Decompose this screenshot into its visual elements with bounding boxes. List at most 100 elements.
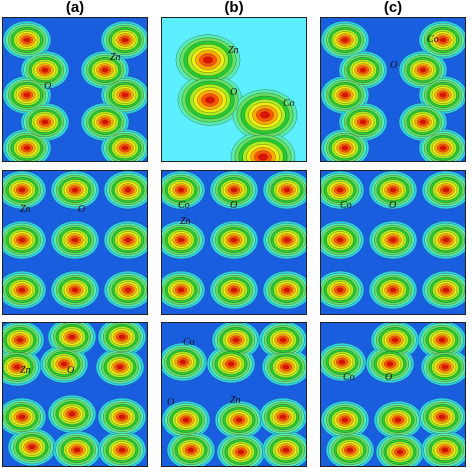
atom-label: Zn xyxy=(230,395,241,406)
contour-panel xyxy=(161,17,307,162)
contour xyxy=(118,334,126,340)
atom-label: Zn xyxy=(228,45,239,56)
contour xyxy=(394,417,402,423)
contour xyxy=(177,237,185,243)
contour xyxy=(116,364,124,370)
contour xyxy=(419,119,427,125)
contour xyxy=(235,417,243,423)
atom-label: O xyxy=(390,60,397,71)
contour xyxy=(23,92,31,98)
panel-border xyxy=(161,322,307,467)
contour xyxy=(177,187,185,193)
contour xyxy=(438,337,446,343)
contour xyxy=(336,237,344,243)
contour xyxy=(389,237,397,243)
contour xyxy=(230,237,238,243)
contour xyxy=(18,414,26,420)
contour xyxy=(118,447,126,453)
contour xyxy=(68,411,76,417)
contour xyxy=(71,187,79,193)
contour xyxy=(18,287,26,293)
contour xyxy=(279,414,287,420)
contour xyxy=(60,361,68,367)
contour xyxy=(18,237,26,243)
atom-label: O xyxy=(230,200,237,211)
contour xyxy=(442,187,450,193)
column-label: (c) xyxy=(384,0,402,16)
contour xyxy=(346,447,354,453)
contour xyxy=(441,447,449,453)
contour-panel xyxy=(2,17,148,162)
contour xyxy=(258,153,268,161)
contour xyxy=(441,364,449,370)
contour-panel xyxy=(161,170,307,315)
contour xyxy=(359,119,367,125)
contour xyxy=(359,67,367,73)
column-label: (b) xyxy=(224,0,243,16)
contour-panel xyxy=(2,322,148,467)
contour xyxy=(73,447,81,453)
contour-panel xyxy=(2,170,148,315)
panel-border xyxy=(2,17,148,162)
contour xyxy=(118,414,126,420)
contour xyxy=(101,119,109,125)
contour xyxy=(283,287,291,293)
contour xyxy=(121,92,129,98)
atom-label: Co xyxy=(427,34,439,45)
contour xyxy=(41,67,49,73)
atom-label: O xyxy=(44,81,51,92)
contour xyxy=(18,187,26,193)
contour xyxy=(23,145,31,151)
contour xyxy=(237,449,245,455)
contour xyxy=(338,359,346,365)
atom-label: Zn xyxy=(20,365,31,376)
contour xyxy=(28,444,36,450)
panel-border xyxy=(2,322,148,467)
contour xyxy=(279,337,287,343)
atom-label: O xyxy=(230,87,237,98)
contour xyxy=(260,111,270,119)
contour xyxy=(230,287,238,293)
contour xyxy=(389,287,397,293)
contour xyxy=(121,145,129,151)
panel-border xyxy=(320,170,466,315)
contour-panel xyxy=(161,322,307,467)
contour xyxy=(179,359,187,365)
atom-label: O xyxy=(385,372,392,383)
atom-label: O xyxy=(67,365,74,376)
contour xyxy=(187,447,195,453)
atom-label: O xyxy=(167,397,174,408)
contour xyxy=(341,417,349,423)
contour xyxy=(71,237,79,243)
contour xyxy=(442,237,450,243)
contour xyxy=(16,337,24,343)
contour xyxy=(121,37,129,43)
contour xyxy=(124,237,132,243)
contour xyxy=(386,361,394,367)
atom-label: Co xyxy=(283,98,295,109)
contour xyxy=(439,92,447,98)
contour xyxy=(227,361,235,367)
panel-border xyxy=(2,170,148,315)
contour xyxy=(41,119,49,125)
contour xyxy=(68,334,76,340)
contour xyxy=(389,187,397,193)
contour xyxy=(341,92,349,98)
contour xyxy=(124,287,132,293)
contour xyxy=(283,237,291,243)
contour-panel xyxy=(320,322,466,467)
contour xyxy=(336,287,344,293)
contour xyxy=(124,187,132,193)
atom-label: Co xyxy=(340,200,352,211)
column-label: (a) xyxy=(66,0,84,16)
contour xyxy=(336,187,344,193)
atom-label: Zn xyxy=(20,204,31,215)
contour xyxy=(23,37,31,43)
contour xyxy=(13,364,21,370)
contour xyxy=(71,287,79,293)
panel-border xyxy=(320,322,466,467)
contour xyxy=(391,337,399,343)
contour xyxy=(396,449,404,455)
atom-label: O xyxy=(389,200,396,211)
contour xyxy=(232,337,240,343)
